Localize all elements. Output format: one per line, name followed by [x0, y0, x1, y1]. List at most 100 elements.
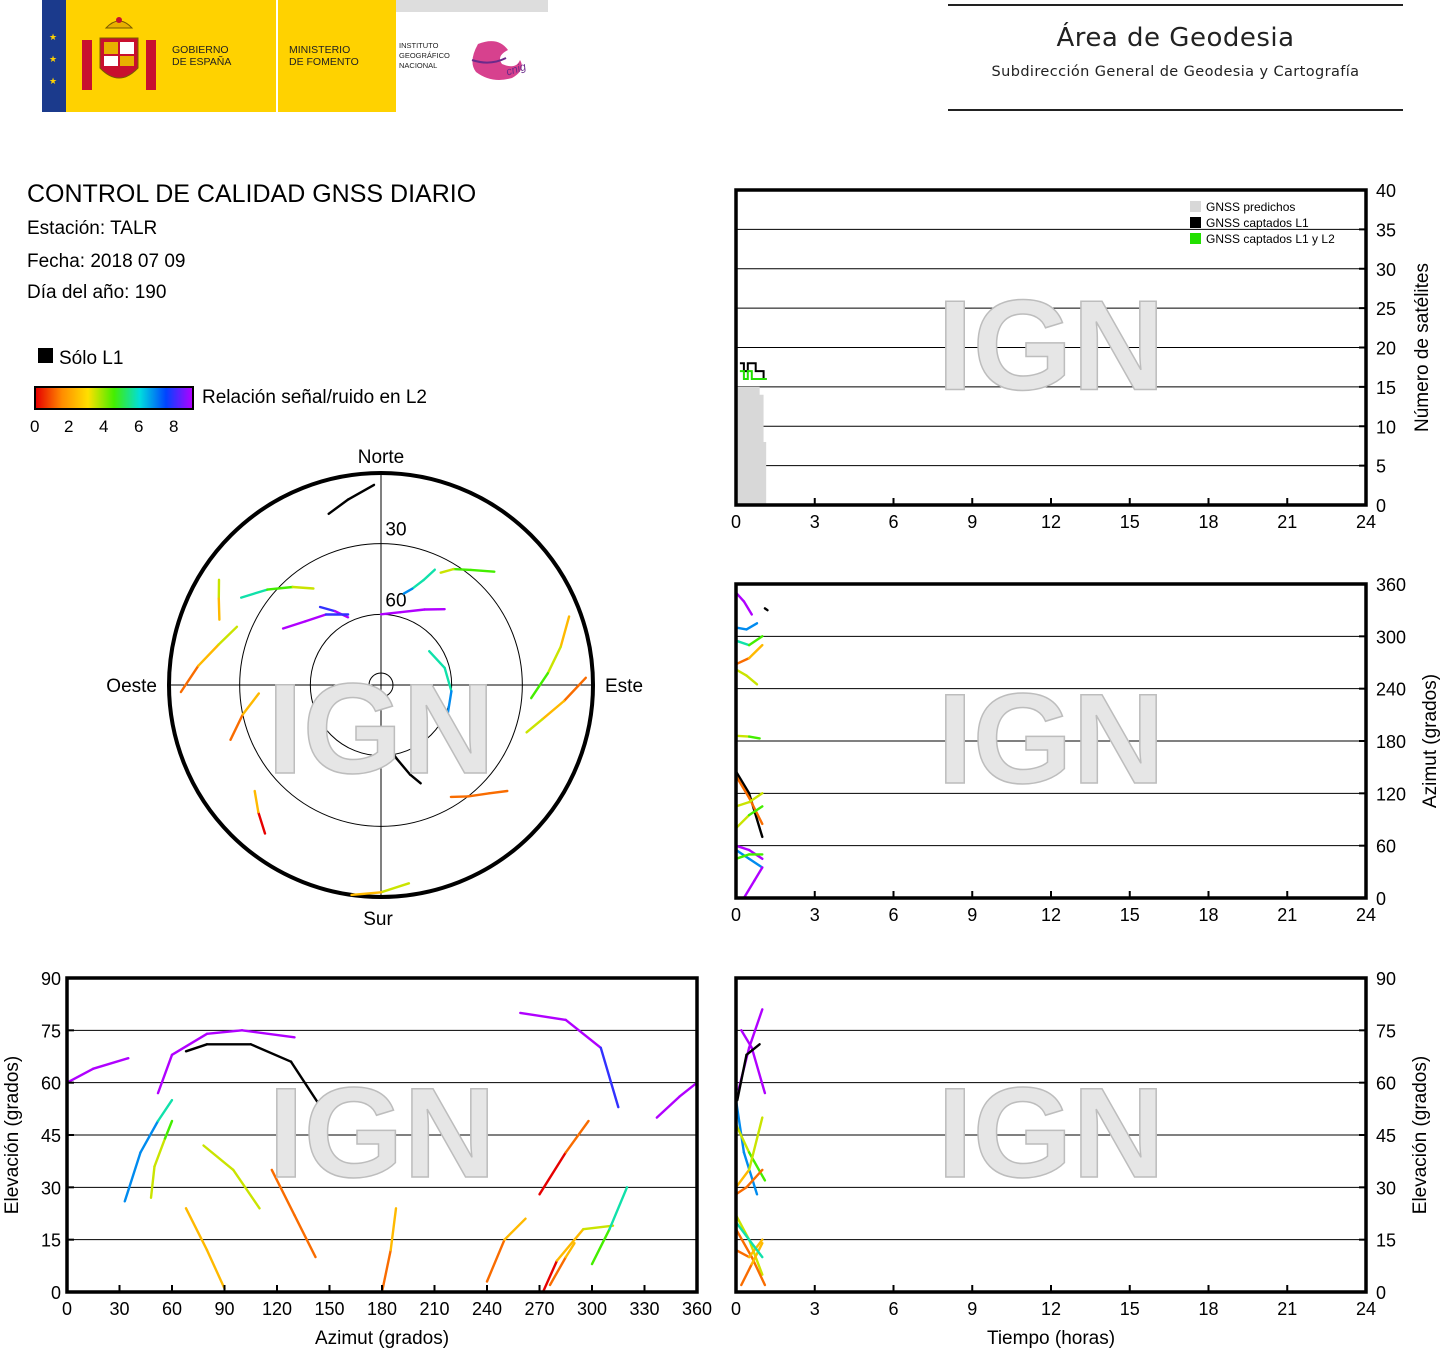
elev-az-chart-xtick-270: 270: [524, 1299, 554, 1319]
elev-az-chart-ytick-45: 45: [41, 1126, 61, 1146]
elev-time-chart-ylabel: Elevación (grados): [1410, 1056, 1431, 1214]
elev-az-chart-xtick-90: 90: [214, 1299, 234, 1319]
satellites-chart-xtick-18: 18: [1198, 512, 1218, 532]
elev-az-chart-track-1-seg-2: [205, 1029, 244, 1036]
skyplot-track-0-seg-1: [327, 498, 350, 515]
satellites-chart-ylabel: Número de satélites: [1412, 263, 1433, 432]
elev-az-chart: 0 30 60 90 120 150 180 210 240 270 300 330 360 0 15 30 4…: [2, 969, 712, 1349]
elev-az-chart-track-13-seg-1: [555, 1227, 585, 1262]
azimuth-chart-xtick-12: 12: [1041, 905, 1061, 925]
azimuth-chart-track-9-seg-1: [747, 792, 764, 804]
government-logo: ★ ★ ★: [49, 17, 156, 90]
area-title: Área de Geodesia: [1056, 23, 1295, 53]
azimuth-chart-xtick-3: 3: [810, 905, 820, 925]
satellites-chart-xtick-21: 21: [1277, 512, 1297, 532]
skyplot-track-0-seg-0: [347, 483, 376, 501]
skyplot-ring-label-60: 60: [385, 590, 406, 611]
elev-az-chart-ytick-90: 90: [41, 969, 61, 989]
elev-az-chart-track-4-seg-1: [153, 1137, 167, 1168]
elev-az-chart-track-0-seg-0: [65, 1067, 95, 1084]
elev-az-chart-xtick-150: 150: [314, 1299, 344, 1319]
skyplot-track-4-seg-0: [229, 713, 245, 741]
azimuth-chart-watermark: IGN: [937, 668, 1165, 811]
skyplot-track-10-seg-2: [439, 567, 455, 574]
skyplot-east-label: Este: [605, 676, 643, 697]
elev-time-chart-track-1-seg-1: [747, 1008, 764, 1050]
elev-az-chart-track-13-seg-2: [582, 1224, 615, 1231]
skyplot-track-14-seg-0: [384, 742, 398, 760]
skyplot-ring-label-30: 30: [385, 520, 406, 541]
satellites-predicted-area: [736, 386, 767, 505]
elev-time-chart-ytick-90: 90: [1376, 969, 1396, 989]
satellites-chart-ytick-40: 40: [1376, 181, 1396, 201]
elev-az-chart-ytick-60: 60: [41, 1074, 61, 1094]
satellites-chart-xtick-3: 3: [810, 512, 820, 532]
satellites-chart-xtick-6: 6: [888, 512, 898, 532]
snr-colorbar: [34, 386, 194, 410]
azimuth-chart-ylabel: Azimut (grados): [1420, 674, 1441, 808]
elev-az-chart-ytick-30: 30: [41, 1178, 61, 1198]
satellites-chart-ytick-5: 5: [1376, 457, 1386, 477]
elev-time-chart-xtick-24: 24: [1356, 1299, 1376, 1319]
elev-time-chart-track-8-seg-0: [734, 1227, 753, 1259]
elev-az-chart-xtick-330: 330: [629, 1299, 659, 1319]
skyplot-track-1-seg-1: [266, 585, 294, 591]
area-top-rule: [948, 4, 1403, 6]
azimuth-chart-track-5-seg-1: [747, 735, 761, 740]
satellites-legend-label-2: GNSS captados L1 y L2: [1206, 232, 1335, 246]
satellites-legend-label-1: GNSS captados L1: [1206, 216, 1309, 230]
area-bottom-rule: [948, 109, 1403, 111]
satellites-chart-ytick-25: 25: [1376, 299, 1396, 319]
elev-time-chart-track-10-seg-0: [740, 1262, 753, 1287]
azimuth-chart-track-8-seg-0: [734, 774, 751, 799]
elev-az-chart-track-1-seg-0: [156, 1053, 174, 1095]
satellites-l1l2-line: [739, 370, 767, 380]
ign-line1: INSTITUTO: [399, 41, 439, 50]
elev-time-chart-ytick-60: 60: [1376, 1074, 1396, 1094]
gobierno-text: GOBIERNO DE ESPAÑA: [172, 44, 231, 68]
satellites-chart-ytick-30: 30: [1376, 260, 1396, 280]
elev-az-chart-watermark: IGN: [268, 1062, 496, 1205]
azimuth-chart-track-2-seg-1: [747, 635, 764, 647]
elev-time-chart-xtick-0: 0: [731, 1299, 741, 1319]
azimuth-chart-xtick-18: 18: [1198, 905, 1218, 925]
azimuth-chart-track-2-seg-0: [734, 639, 751, 647]
elev-az-chart-track-4-seg-2: [163, 1119, 174, 1140]
snr-tick-6: 6: [134, 417, 144, 436]
skyplot-track-12-seg-0: [559, 615, 571, 648]
elev-time-chart-track-11-seg-0: [734, 1220, 751, 1241]
skyplot-track-5-seg-1: [253, 789, 260, 814]
skyplot-track-14-seg-1: [395, 757, 412, 776]
skyplot-track-7-seg-1: [304, 613, 328, 623]
skyplot-west-label: Oeste: [106, 676, 157, 697]
skyplot-track-12-seg-1: [546, 645, 562, 675]
azimuth-chart-track-14-seg-0: [742, 879, 756, 900]
elev-az-chart-ytick-0: 0: [51, 1283, 61, 1303]
elev-az-chart-track-10-seg-1: [564, 1018, 602, 1050]
skyplot-track-7-seg-0: [281, 620, 307, 630]
azimuth-chart-track-10-seg-0: [734, 813, 751, 830]
skyplot-track-9-seg-0: [422, 568, 436, 582]
azimuth-chart-ytick-300: 300: [1376, 627, 1406, 647]
satellites-chart-ytick-15: 15: [1376, 378, 1396, 398]
ign-line3: NACIONAL: [399, 61, 438, 70]
cnig-logo-icon: cnig: [471, 41, 528, 80]
skyplot-track-4-seg-1: [241, 692, 260, 716]
elev-time-chart-track-2-seg-1: [745, 1043, 761, 1057]
elev-time-chart-xlabel: Tiempo (horas): [987, 1328, 1115, 1349]
station-line: Estación: TALR: [27, 218, 158, 239]
azimuth-chart-ytick-360: 360: [1376, 575, 1406, 595]
elev-time-chart-xtick-21: 21: [1277, 1299, 1297, 1319]
satellites-l1-line: [739, 362, 767, 380]
azimuth-chart-xtick-24: 24: [1356, 905, 1376, 925]
elev-az-chart-track-7-seg-1: [293, 1213, 317, 1259]
azimuth-chart-track-0-seg-1: [742, 600, 753, 616]
elev-time-chart-ytick-30: 30: [1376, 1178, 1396, 1198]
elev-az-chart-track-5-seg-1: [232, 1168, 261, 1210]
azimuth-chart-track-5-seg-0: [734, 734, 751, 738]
skyplot-track-15-seg-0: [488, 789, 509, 795]
skyplot: 30 60 Norte Sur Este Oeste: [106, 447, 643, 930]
elev-az-chart-track-2-seg-3: [289, 1060, 322, 1109]
skyplot-track-5-seg-0: [257, 810, 267, 835]
skyplot-track-16-seg-0: [379, 882, 411, 894]
